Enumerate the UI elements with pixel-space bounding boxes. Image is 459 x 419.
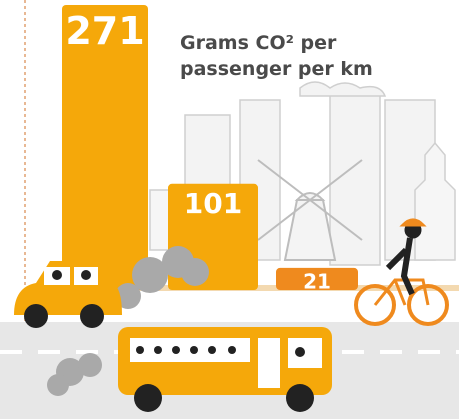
chart-title: Grams CO² per passenger per km bbox=[180, 30, 375, 82]
data-label: 101 bbox=[184, 187, 242, 220]
data-label: 271 bbox=[65, 9, 144, 53]
infographic: 271 101 21 Grams CO² per passenger per km bbox=[0, 0, 459, 419]
data-label: 21 bbox=[303, 269, 331, 293]
